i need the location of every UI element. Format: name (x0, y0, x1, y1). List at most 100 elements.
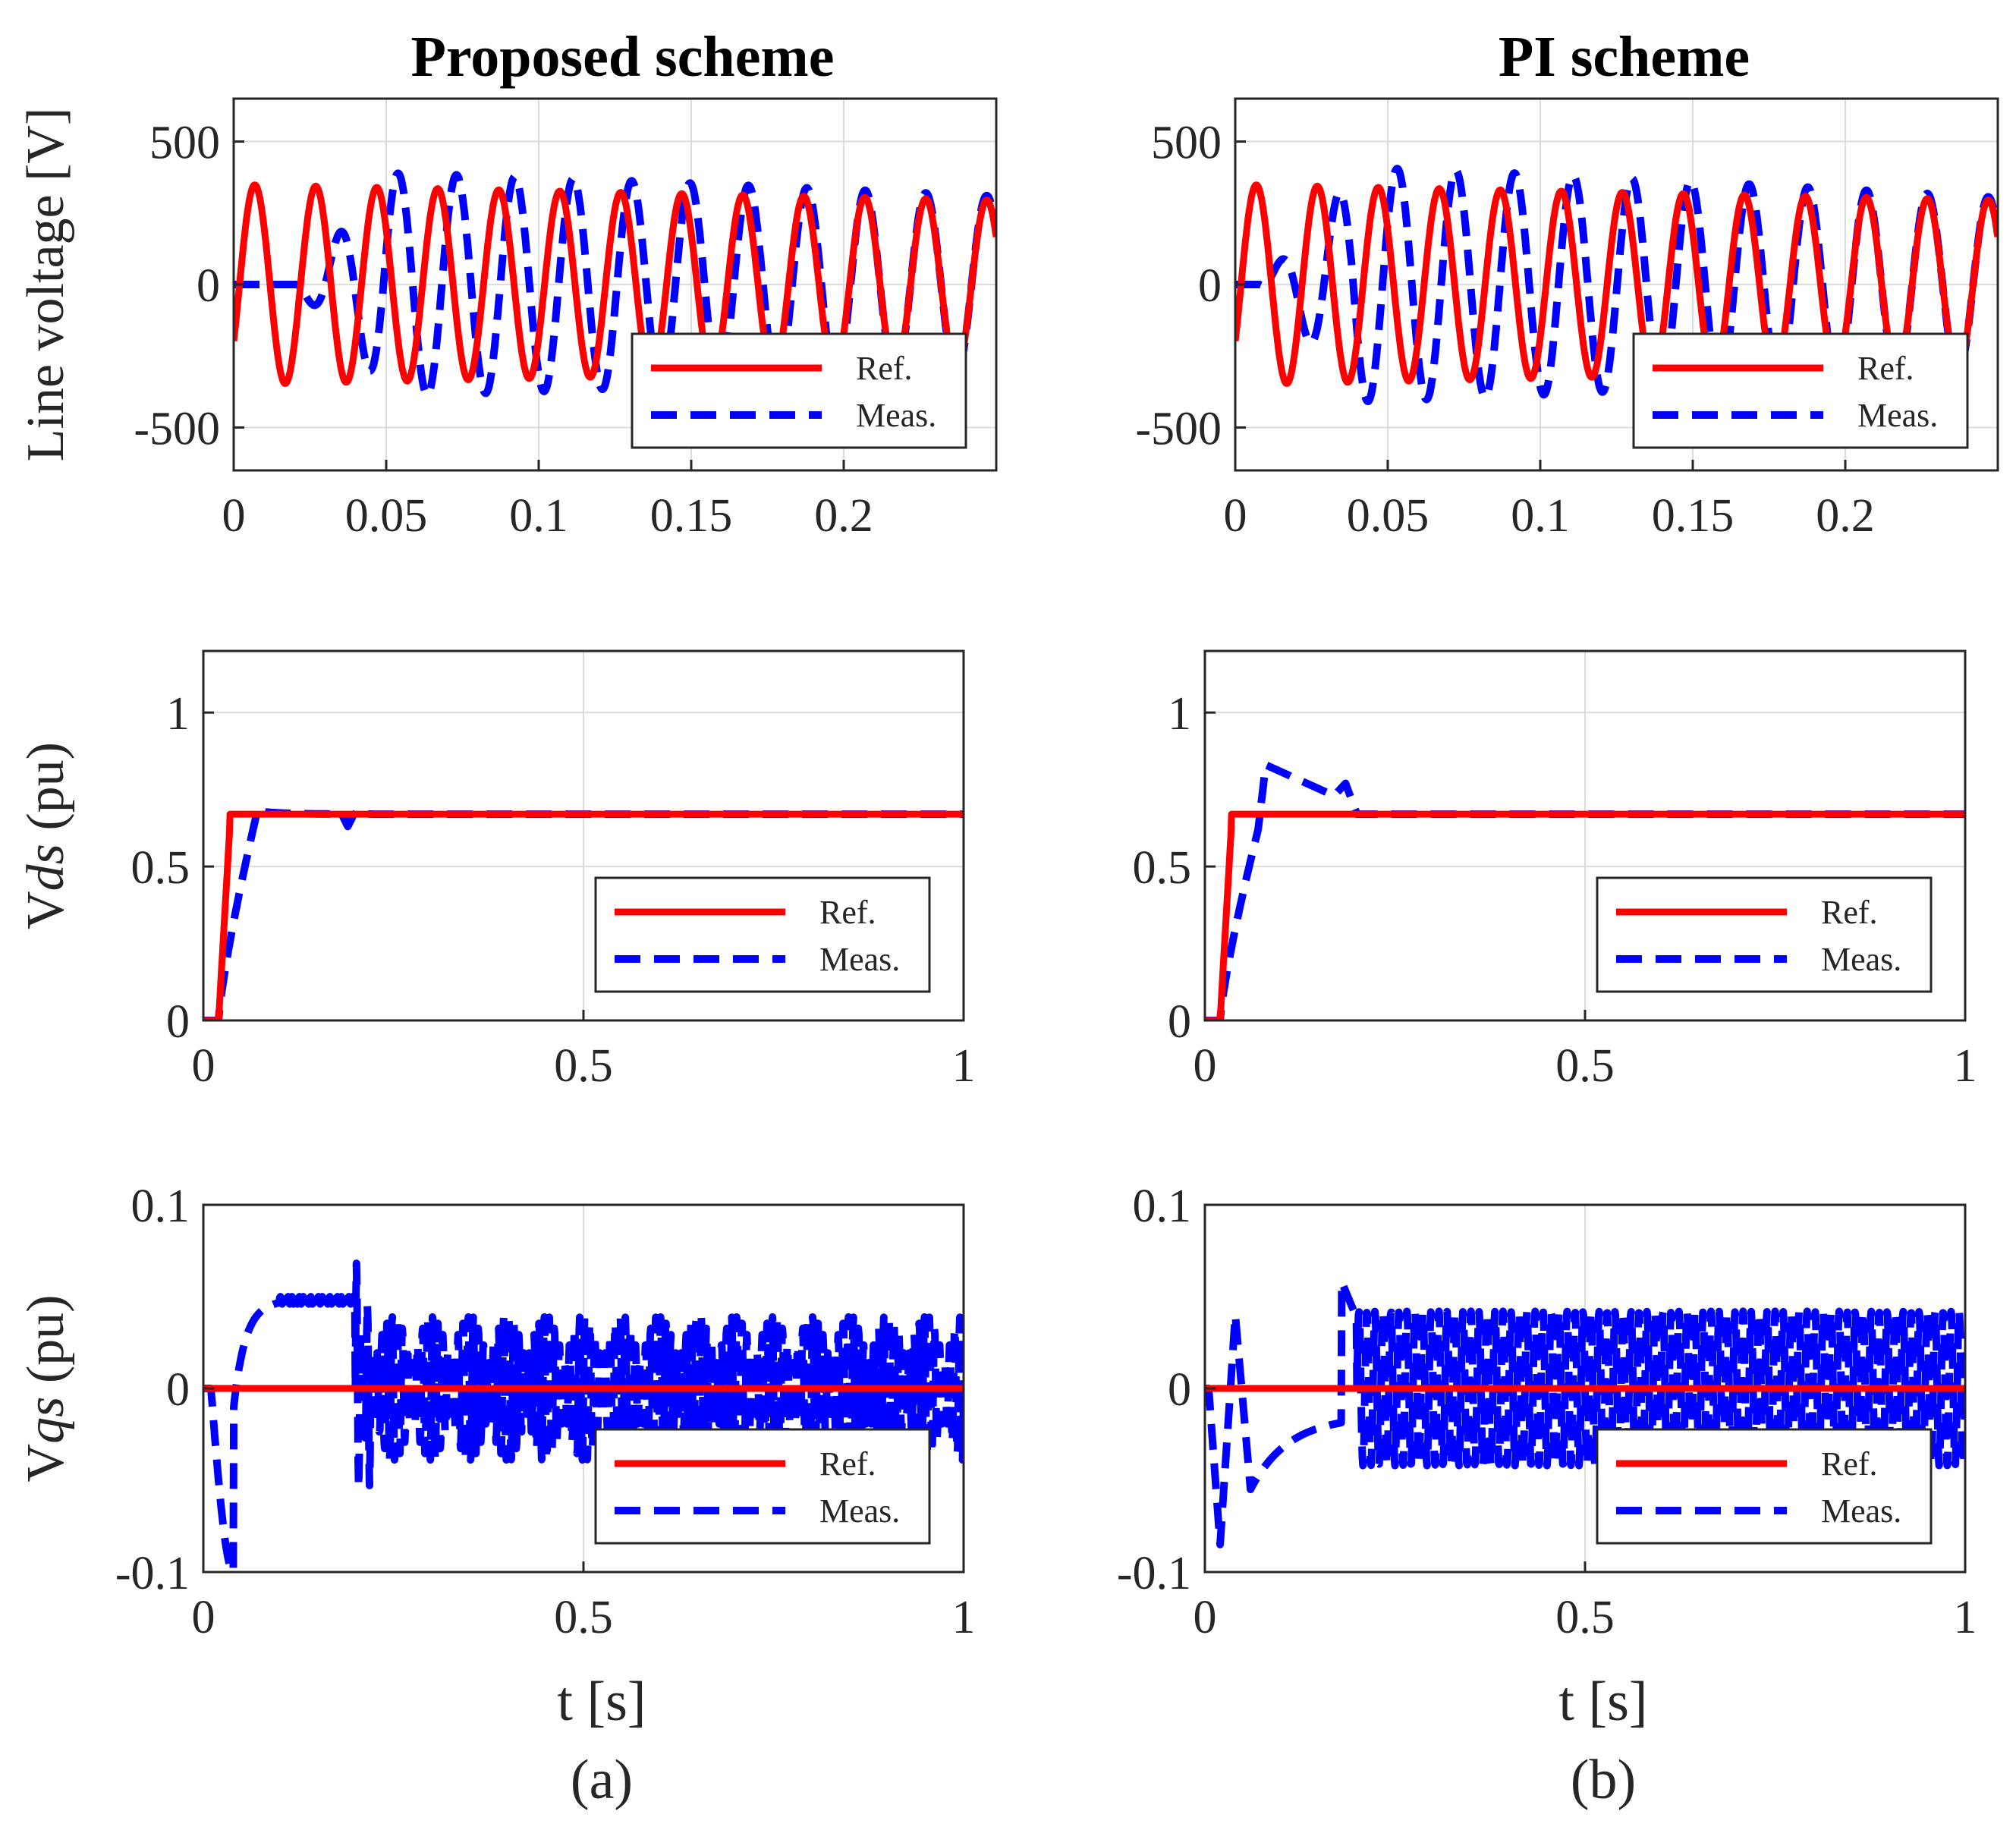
column-title: PI scheme (1499, 25, 1750, 89)
y-axis-label: Line voltage [V] (17, 108, 75, 461)
x-tick-label: 0.5 (1555, 1040, 1615, 1092)
panel-b3: 0 0.5 10.10-0.1t [s]Ref.Meas. (1117, 1181, 1977, 1733)
x-tick-label: 0.15 (1652, 490, 1735, 542)
panel-a2: 0 0.5 1 1 0.5 0 Vds (pu) Ref. Meas. (17, 649, 976, 1092)
series-ref (234, 181, 996, 387)
x-tick-label: 0.05 (345, 490, 428, 542)
legend: Ref. Meas. (594, 1428, 931, 1545)
plot-area (1205, 1278, 1965, 1549)
x-tick-label: 0.1 (1511, 490, 1570, 542)
x-tick-label: 0 (192, 1040, 215, 1092)
y-axis-label: Vqs (pu) (17, 1295, 75, 1483)
x-tick-label: 0.5 (554, 1592, 613, 1643)
x-tick-label: 1 (952, 1592, 976, 1643)
x-tick-label: 0.15 (650, 490, 733, 542)
legend-label: Meas. (1857, 397, 1938, 434)
series-meas (1235, 165, 1998, 405)
x-tick-label: 0.5 (554, 1040, 613, 1092)
y-axis-label-part: V (17, 1444, 75, 1483)
x-tick-label: 0.05 (1347, 490, 1429, 542)
series-ref (1235, 181, 1998, 387)
legend-label: Ref. (819, 1445, 876, 1483)
y-tick-label: 0 (166, 1364, 190, 1416)
y-axis-label: Vds (pu) (17, 742, 75, 929)
x-tick-label: 0.1 (509, 490, 568, 542)
legend-box (631, 332, 967, 449)
y-axis-label-part: (pu) (17, 1295, 75, 1397)
plot-area (203, 1259, 964, 1572)
x-axis-label: t [s] (557, 1671, 646, 1733)
x-tick-label: 0 (1224, 490, 1247, 542)
y-tick-label: -0.1 (115, 1548, 190, 1599)
x-axis-label: t [s] (1558, 1671, 1647, 1733)
legend-label: Meas. (819, 941, 900, 978)
y-tick-label: 0 (1168, 1364, 1191, 1416)
legend: Ref. Meas. (594, 876, 931, 993)
plot-area (203, 807, 964, 1020)
legend-label: Ref. (1857, 350, 1914, 387)
x-tick-label: 0 (1194, 1592, 1217, 1643)
y-tick-label: 0.5 (131, 842, 190, 894)
plot-area (1235, 165, 1998, 405)
y-axis-label-part: ds (17, 844, 75, 891)
legend-label: Ref. (1821, 1445, 1878, 1483)
y-tick-label: -500 (134, 403, 220, 454)
legend-box (594, 876, 931, 993)
y-axis-label-part: (pu) (17, 742, 75, 844)
legend-label: Meas. (1821, 941, 1901, 978)
x-tick-label: 0 (1194, 1040, 1217, 1092)
legend-label: Meas. (819, 1492, 900, 1530)
y-tick-label: 0 (166, 996, 190, 1048)
y-tick-label: 0.1 (131, 1181, 190, 1232)
figure-caption: (a) (571, 1749, 633, 1811)
series-ref (1205, 810, 1965, 1020)
x-tick-label: 0.2 (814, 490, 873, 542)
y-axis-label-part: V (17, 891, 75, 929)
plot-area (1205, 761, 1965, 1020)
y-tick-label: -500 (1135, 403, 1222, 454)
plot-area (234, 169, 996, 399)
x-tick-label: 0 (222, 490, 246, 542)
legend: Ref. Meas. (1632, 332, 1969, 449)
y-tick-label: 0.1 (1133, 1181, 1192, 1232)
x-tick-label: 1 (1954, 1592, 1977, 1643)
legend: Ref. Meas. (631, 332, 967, 449)
y-tick-label: 1 (1168, 688, 1191, 740)
series-ref (203, 810, 964, 1020)
y-tick-label: 0.5 (1133, 842, 1192, 894)
series-meas (234, 169, 996, 399)
panel-b2: 0 0.5 1 1 0.5 0 Ref. Meas. (1133, 649, 1977, 1092)
legend-label: Ref. (856, 350, 913, 387)
legend-box (1596, 1428, 1933, 1545)
y-tick-label: 1 (166, 688, 190, 740)
legend-label: Meas. (1821, 1492, 1901, 1530)
x-tick-label: 0 (192, 1592, 215, 1643)
legend-box (594, 1428, 931, 1545)
y-axis-label-part: qs (17, 1397, 75, 1444)
y-tick-label: 0 (1198, 260, 1222, 312)
legend-label: Ref. (819, 894, 876, 931)
x-tick-label: 1 (952, 1040, 976, 1092)
legend-label: Ref. (1821, 894, 1878, 931)
legend-label: Meas. (856, 397, 936, 434)
legend: Ref. Meas. (1596, 876, 1933, 993)
y-axis-label-part: Line voltage [V] (17, 108, 75, 461)
series-meas (1205, 1278, 1965, 1549)
y-tick-label: 500 (149, 118, 220, 169)
y-tick-label: 500 (1151, 118, 1222, 169)
x-tick-label: 1 (1954, 1040, 1977, 1092)
y-tick-label: 0 (197, 260, 220, 312)
legend-box (1596, 876, 1933, 993)
x-tick-label: 0.2 (1816, 490, 1875, 542)
y-tick-label: 0 (1168, 996, 1191, 1048)
column-title: Proposed scheme (411, 25, 835, 89)
legend: Ref. Meas. (1596, 1428, 1933, 1545)
x-tick-label: 0.5 (1555, 1592, 1615, 1643)
figure-caption: (b) (1571, 1749, 1636, 1811)
legend-box (1632, 332, 1969, 449)
y-tick-label: -0.1 (1117, 1548, 1191, 1599)
